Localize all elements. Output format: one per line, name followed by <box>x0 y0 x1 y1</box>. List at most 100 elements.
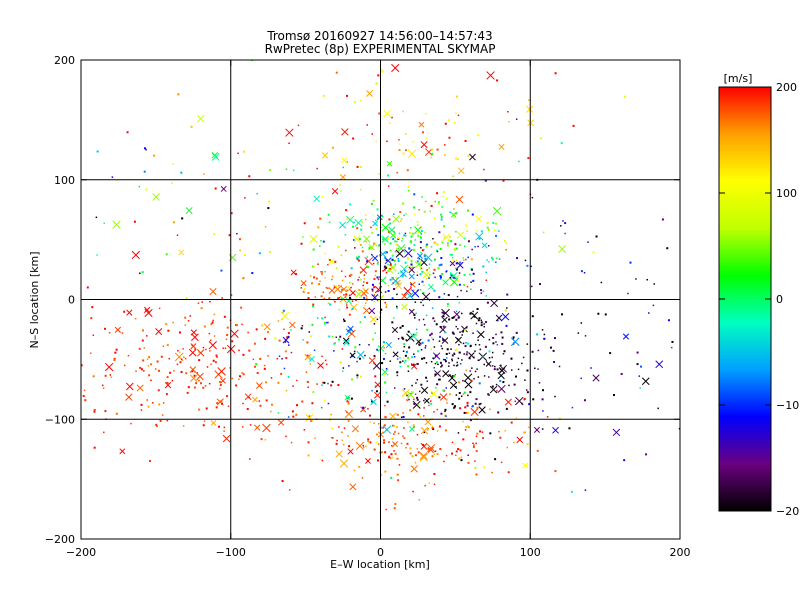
data-point <box>347 286 350 289</box>
data-point-cross <box>424 418 432 426</box>
data-point <box>388 218 391 221</box>
data-point <box>278 339 281 342</box>
data-point <box>209 339 212 342</box>
data-point <box>409 241 411 243</box>
data-point-cross <box>486 71 495 80</box>
data-point <box>231 340 234 343</box>
data-point <box>485 295 487 297</box>
data-point <box>399 361 402 364</box>
data-point <box>408 398 410 401</box>
data-point <box>346 161 349 163</box>
data-point <box>397 479 400 482</box>
data-point <box>321 355 323 358</box>
data-point-cross <box>347 325 354 333</box>
data-point <box>270 377 273 379</box>
data-point <box>284 350 287 353</box>
data-point <box>477 376 480 378</box>
data-point-cross <box>391 63 400 73</box>
data-point <box>495 333 497 336</box>
data-point <box>290 329 292 331</box>
data-point <box>114 351 117 354</box>
data-point <box>393 213 395 215</box>
data-point <box>505 407 508 410</box>
chart-title: Tromsø 20160927 14:56:00–14:57:43 <box>266 29 492 43</box>
data-point <box>377 74 380 77</box>
data-point <box>405 133 407 135</box>
data-point <box>371 133 373 135</box>
data-point-cross <box>374 381 382 389</box>
data-point <box>446 357 448 359</box>
data-point <box>495 257 498 260</box>
data-point <box>249 458 251 460</box>
data-point-cross <box>289 321 296 329</box>
data-point <box>419 289 422 291</box>
data-point <box>264 381 267 384</box>
data-point <box>349 281 351 284</box>
data-point <box>495 383 498 386</box>
data-point <box>148 356 151 359</box>
data-point <box>427 427 429 430</box>
y-tick-label: 0 <box>68 294 75 307</box>
data-point <box>478 237 481 240</box>
data-point <box>448 318 451 321</box>
data-point-cross <box>349 483 357 491</box>
data-point <box>171 379 174 382</box>
data-point <box>440 412 443 415</box>
data-point <box>496 344 499 346</box>
data-point <box>476 308 479 311</box>
data-point <box>193 386 196 389</box>
data-point-cross <box>612 428 621 437</box>
data-point <box>492 221 495 224</box>
data-point <box>402 337 405 340</box>
data-point <box>570 490 573 493</box>
data-point <box>459 331 461 333</box>
data-point <box>458 381 461 384</box>
data-point <box>346 217 349 220</box>
data-point <box>404 235 407 237</box>
data-point <box>505 242 508 244</box>
data-point <box>397 257 400 260</box>
data-point <box>223 426 226 429</box>
data-point <box>339 184 341 186</box>
data-point-cross <box>143 306 151 314</box>
data-point <box>123 310 126 313</box>
data-point <box>396 240 398 243</box>
data-point <box>507 471 510 474</box>
data-point <box>418 390 421 393</box>
data-point <box>373 323 376 325</box>
data-point <box>182 348 184 350</box>
data-point <box>463 411 466 414</box>
data-point <box>141 339 144 342</box>
data-point <box>376 262 379 265</box>
data-point <box>451 358 453 361</box>
data-point <box>416 396 419 399</box>
data-point <box>613 393 616 396</box>
data-point <box>288 344 290 346</box>
data-point <box>237 152 239 155</box>
data-point <box>349 288 351 291</box>
data-point <box>387 185 390 187</box>
data-point <box>378 173 381 175</box>
data-point <box>302 290 305 293</box>
data-point <box>451 316 454 319</box>
data-point-cross <box>228 253 237 262</box>
data-point <box>391 297 394 300</box>
data-point <box>623 95 626 98</box>
data-point <box>553 361 556 364</box>
data-point <box>459 244 461 246</box>
data-point <box>371 231 374 234</box>
data-point <box>430 348 433 351</box>
data-point <box>419 241 422 244</box>
data-point <box>288 489 291 491</box>
data-point <box>475 442 477 445</box>
data-point <box>343 320 346 323</box>
data-point <box>371 290 374 292</box>
data-point <box>474 402 477 405</box>
data-point-cross <box>244 393 252 401</box>
data-point <box>495 341 497 343</box>
colorbar-tick-label: 100 <box>776 187 797 200</box>
data-point <box>513 441 515 444</box>
data-point <box>377 261 379 264</box>
data-point-cross <box>470 311 479 320</box>
data-point <box>342 318 345 321</box>
